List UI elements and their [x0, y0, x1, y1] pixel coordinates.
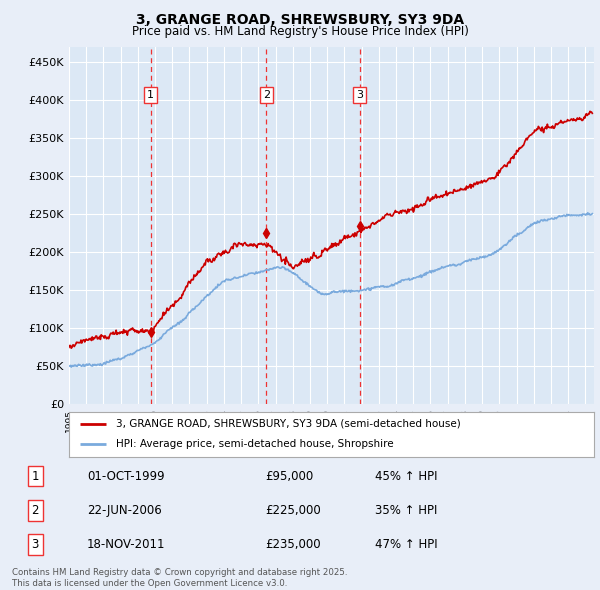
Text: £225,000: £225,000 — [265, 504, 321, 517]
Text: Contains HM Land Registry data © Crown copyright and database right 2025.
This d: Contains HM Land Registry data © Crown c… — [12, 568, 347, 588]
Text: 1: 1 — [147, 90, 154, 100]
Text: 3, GRANGE ROAD, SHREWSBURY, SY3 9DA: 3, GRANGE ROAD, SHREWSBURY, SY3 9DA — [136, 13, 464, 27]
Text: 01-OCT-1999: 01-OCT-1999 — [87, 470, 164, 483]
Text: 3: 3 — [356, 90, 363, 100]
Text: £95,000: £95,000 — [265, 470, 314, 483]
Text: 3: 3 — [31, 538, 39, 551]
Text: 22-JUN-2006: 22-JUN-2006 — [87, 504, 161, 517]
Text: 2: 2 — [263, 90, 270, 100]
Text: 35% ↑ HPI: 35% ↑ HPI — [375, 504, 437, 517]
Text: 2: 2 — [31, 504, 39, 517]
Text: 45% ↑ HPI: 45% ↑ HPI — [375, 470, 437, 483]
Text: 3, GRANGE ROAD, SHREWSBURY, SY3 9DA (semi-detached house): 3, GRANGE ROAD, SHREWSBURY, SY3 9DA (sem… — [116, 419, 461, 429]
Text: £235,000: £235,000 — [265, 538, 321, 551]
Text: 1: 1 — [31, 470, 39, 483]
Text: 47% ↑ HPI: 47% ↑ HPI — [375, 538, 437, 551]
Text: 18-NOV-2011: 18-NOV-2011 — [87, 538, 166, 551]
Text: HPI: Average price, semi-detached house, Shropshire: HPI: Average price, semi-detached house,… — [116, 439, 394, 449]
Text: Price paid vs. HM Land Registry's House Price Index (HPI): Price paid vs. HM Land Registry's House … — [131, 25, 469, 38]
